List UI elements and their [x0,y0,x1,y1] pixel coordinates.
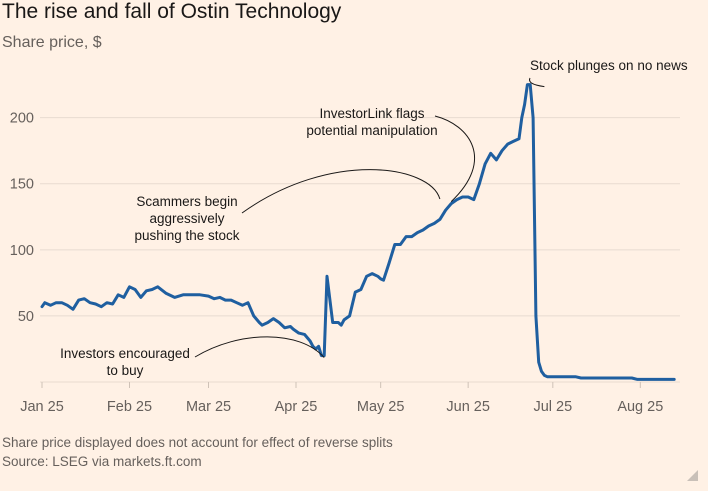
x-tick-label: Mar 25 [186,399,231,415]
annotation-text-scammers: Scammers begin [136,194,237,209]
annotation-text-investorlink: potential manipulation [306,123,437,138]
footnote: Share price displayed does not account f… [2,435,393,450]
annotation-text-investors: to buy [107,363,144,378]
y-tick-label: 100 [10,243,34,259]
annotation-text-investors: Investors encouraged [60,346,190,361]
x-axis-ticks: Jan 25 Feb 25 Mar 25 Apr 25 May 25 Jun 25 Jul … [20,382,663,415]
leader-line-plunge [529,77,545,88]
series-layer [40,83,676,381]
y-tick-label: 50 [18,309,34,325]
annotation-text-scammers: aggressively [149,211,224,226]
annotation-text-investorlink: InvestorLink flags [319,106,424,121]
x-tick-label: Jun 25 [446,399,490,415]
y-tick-label: 150 [10,177,34,193]
x-tick-label: May 25 [357,399,405,415]
chart-title: The rise and fall of Ostin Technology [2,0,342,23]
annotations: Investors encouraged to buy Scammers begin… [60,58,688,378]
corner-mark-icon [687,470,698,481]
x-tick-label: Jul 25 [533,399,572,415]
leader-line-scammers [241,169,441,214]
x-tick-label: Feb 25 [107,399,152,415]
leader-line-investorlink [434,115,475,202]
x-tick-label: Jan 25 [20,399,64,415]
gridlines [40,117,680,383]
leader-line-investors [194,336,325,358]
annotation-text-scammers: pushing the stock [134,228,239,243]
chart-subtitle: Share price, $ [2,34,102,51]
source-note: Source: LSEG via markets.ft.com [2,454,202,469]
line-chart: 50 100 150 200 Jan 25 Feb 25 Mar 25 Apr 25 May … [10,58,688,415]
x-tick-label: Aug 25 [617,399,663,415]
annotation-text-plunge: Stock plunges on no news [530,58,688,73]
y-axis-ticks: 50 100 150 200 [10,111,34,325]
x-tick-label: Apr 25 [275,399,318,415]
series-line [40,83,676,381]
y-tick-label: 200 [10,111,34,127]
